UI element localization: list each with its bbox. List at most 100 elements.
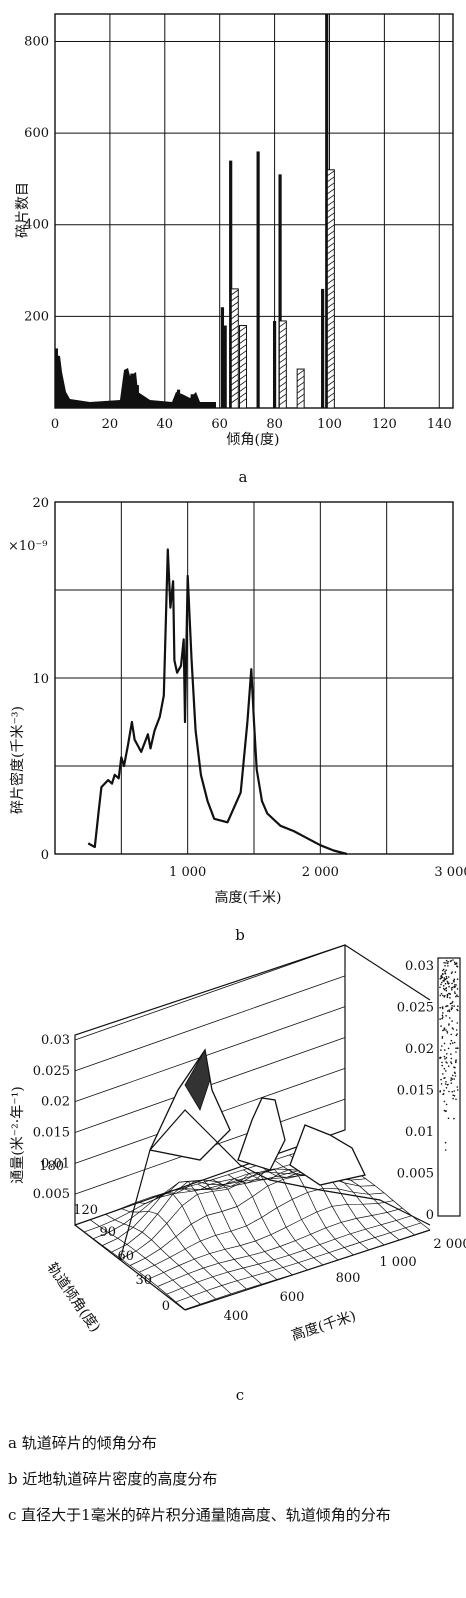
panel-c-colorbar-dot xyxy=(455,1098,457,1101)
panel-c-colorbar-dot xyxy=(448,1009,451,1011)
panel-a-hatch-line xyxy=(231,361,239,368)
panel-a-hatch-line xyxy=(279,345,287,352)
panel-c-colorbar-dot xyxy=(453,1095,456,1097)
panel-c-colorbar-dot xyxy=(444,995,446,997)
panel-a-hatch-line xyxy=(327,248,335,255)
panel-c-wall-line xyxy=(74,975,346,1072)
panel-c-colorbar-dot xyxy=(442,980,444,982)
panel-b-chart: 1 000 2 000 3 000 0 10 20 ×10⁻⁹ 碎片密度(千米⁻³) 高度… xyxy=(8,496,466,944)
panel-c-mesh-line xyxy=(182,1181,293,1276)
panel-a-hatch-line xyxy=(239,332,247,338)
panel-c-ztick: 0.015 xyxy=(33,1126,70,1141)
panel-c-colorbar-dot xyxy=(440,1078,442,1081)
panel-a-hatch-line xyxy=(327,200,335,207)
panel-a-hatch-line xyxy=(327,176,335,183)
panel-a-hatch-line xyxy=(231,379,239,386)
panel-b-xtick: 3 000 xyxy=(434,865,466,880)
panel-c-colorbar-dot xyxy=(456,965,458,967)
panel-a-hatch-line xyxy=(327,296,335,303)
panel-c-colorbar-dot xyxy=(451,1002,453,1004)
panel-c-wall-line xyxy=(74,1006,346,1103)
panel-c-colorbar-dot xyxy=(454,1066,456,1069)
panel-a-hatch-line xyxy=(231,319,239,326)
panel-a-hatch-line xyxy=(231,313,239,320)
panel-a-hatch-line xyxy=(327,206,335,213)
panel-a-hatch-line xyxy=(327,398,335,405)
panel-a-solid-bar xyxy=(256,151,260,408)
panel-a-ylabel: 碎片数目 xyxy=(15,182,31,238)
panel-c-peak-main xyxy=(149,1048,231,1161)
panel-a-grid xyxy=(55,14,453,408)
panel-a-hatch-line xyxy=(296,393,305,400)
panel-a-hatch-line xyxy=(239,368,247,374)
panel-c-colorbar-dot xyxy=(446,980,449,983)
panel-a-hatch-line xyxy=(231,391,239,398)
panel-c-colorbar-tick: 0.02 xyxy=(405,1042,434,1057)
panel-c-colorbar-dot xyxy=(439,986,441,989)
panel-a-ytick: 400 xyxy=(24,218,49,233)
panel-c-colorbar-dot xyxy=(447,1010,449,1012)
panel-c-colorbar-dot xyxy=(453,980,455,982)
panel-c-colorbar-dot xyxy=(445,1061,447,1063)
panel-c-inc-tick: 120 xyxy=(73,1203,98,1218)
panel-c-colorbar-dot xyxy=(445,1103,448,1106)
panel-c-colorbar-dot xyxy=(447,1065,450,1067)
panel-c-colorbar-dot xyxy=(444,1049,446,1051)
panel-a-xtick: 60 xyxy=(211,417,228,432)
panel-a-solid-bar xyxy=(278,174,282,408)
panel-a-hatch-line xyxy=(296,381,305,388)
panel-b-ytick: 10 xyxy=(32,672,49,687)
panel-c-colorbar-dot xyxy=(450,1077,453,1079)
panel-c-colorbar-dot xyxy=(452,1094,455,1097)
panel-c-ztick: 0.02 xyxy=(41,1095,70,1110)
panel-b-xlabel: 高度(千米) xyxy=(215,889,282,906)
panel-a-solid-bar xyxy=(229,160,233,408)
panel-c-colorbar-dot xyxy=(448,985,450,988)
panel-c-colorbar-texture xyxy=(439,959,459,1151)
panel-c-colorbar-dot xyxy=(457,995,459,998)
panel-c-colorbar-dot xyxy=(452,1097,454,1100)
panel-a-hatch-line xyxy=(279,375,287,382)
panel-a-hatch-line xyxy=(327,224,335,231)
panel-c-colorbar-dot xyxy=(451,1091,454,1093)
panel-a-xtick: 0 xyxy=(51,417,59,432)
panel-c-colorbar-dot xyxy=(442,972,444,975)
panel-c-colorbar-dot xyxy=(453,991,456,993)
panel-a-hatch-line xyxy=(327,320,335,327)
panel-b-density-line xyxy=(87,548,348,856)
panel-c-colorbar-ticks: 0.03 0.025 0.02 0.015 0.01 0.005 0 xyxy=(397,959,434,1223)
panel-a-hatch-line xyxy=(239,374,247,380)
panel-c-ylabel: 轨道倾角(度) xyxy=(44,1260,104,1335)
panel-c-colorbar-dot xyxy=(447,1083,449,1086)
panel-c-inc-tick: 30 xyxy=(135,1273,152,1288)
panel-a-hatched-bar xyxy=(326,169,335,409)
panel-c-peak-main-fill xyxy=(184,1048,211,1111)
panel-b-xtick: 1 000 xyxy=(169,865,206,880)
panel-a-hatch-line xyxy=(239,344,247,350)
panel-c-colorbar-dot xyxy=(439,994,442,997)
panel-c-label: c xyxy=(236,1386,244,1404)
panel-c-colorbar-dot xyxy=(452,959,454,961)
panel-a-hatch-line xyxy=(327,236,335,243)
panel-c-ridge xyxy=(119,1109,431,1261)
panel-c-alt-tick: 600 xyxy=(280,1290,305,1305)
panel-c-colorbar-dot xyxy=(455,1047,457,1049)
panel-a-hatch-line xyxy=(279,357,287,364)
panel-a-hatch-line xyxy=(239,386,247,392)
panel-a-hatch-line xyxy=(239,362,247,368)
panel-a-solid-bar xyxy=(223,325,227,408)
panel-c-colorbar-dot xyxy=(444,1149,447,1151)
panel-c-back-wall xyxy=(74,944,346,1226)
panel-a-hatch-line xyxy=(327,182,335,189)
panel-b-multiplier: ×10⁻⁹ xyxy=(8,539,48,554)
panel-c-colorbar-dot xyxy=(442,1073,444,1075)
panel-a-baseline-distribution xyxy=(55,355,216,408)
panel-c-colorbar-dot xyxy=(456,978,459,980)
panel-c-colorbar-dot xyxy=(442,985,445,987)
panel-c-colorbar-dot xyxy=(446,1032,449,1034)
panel-c-colorbar-dot xyxy=(443,1109,446,1112)
panel-a-ticks: 0 20 40 60 80 100 120 140 200 400 600 800 xyxy=(24,34,452,432)
panel-c-inc-tick: 0 xyxy=(162,1299,170,1314)
panel-c-colorbar-dot xyxy=(444,1083,447,1085)
